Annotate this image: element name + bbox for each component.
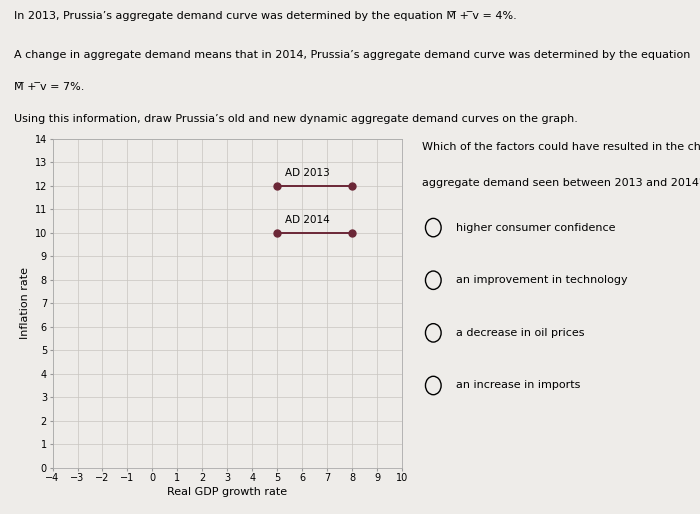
X-axis label: Real GDP growth rate: Real GDP growth rate	[167, 487, 288, 498]
Text: AD 2013: AD 2013	[285, 168, 330, 177]
Text: Using this information, draw Prussia’s old and new dynamic aggregate demand curv: Using this information, draw Prussia’s o…	[14, 114, 578, 124]
Text: AD 2014: AD 2014	[285, 214, 330, 225]
Text: an improvement in technology: an improvement in technology	[456, 275, 627, 285]
Text: In 2013, Prussia’s aggregate demand curve was determined by the equation M̅ + ̅v: In 2013, Prussia’s aggregate demand curv…	[14, 11, 517, 21]
Text: a decrease in oil prices: a decrease in oil prices	[456, 328, 584, 338]
Text: Which of the factors could have resulted in the change in: Which of the factors could have resulted…	[422, 142, 700, 152]
Text: A change in aggregate demand means that in 2014, Prussia’s aggregate demand curv: A change in aggregate demand means that …	[14, 50, 690, 60]
Y-axis label: Inflation rate: Inflation rate	[20, 267, 30, 339]
Text: M̅ + ̅v = 7%.: M̅ + ̅v = 7%.	[14, 82, 84, 92]
Text: higher consumer confidence: higher consumer confidence	[456, 223, 615, 233]
Text: aggregate demand seen between 2013 and 2014?: aggregate demand seen between 2013 and 2…	[422, 178, 700, 188]
Text: an increase in imports: an increase in imports	[456, 380, 580, 391]
